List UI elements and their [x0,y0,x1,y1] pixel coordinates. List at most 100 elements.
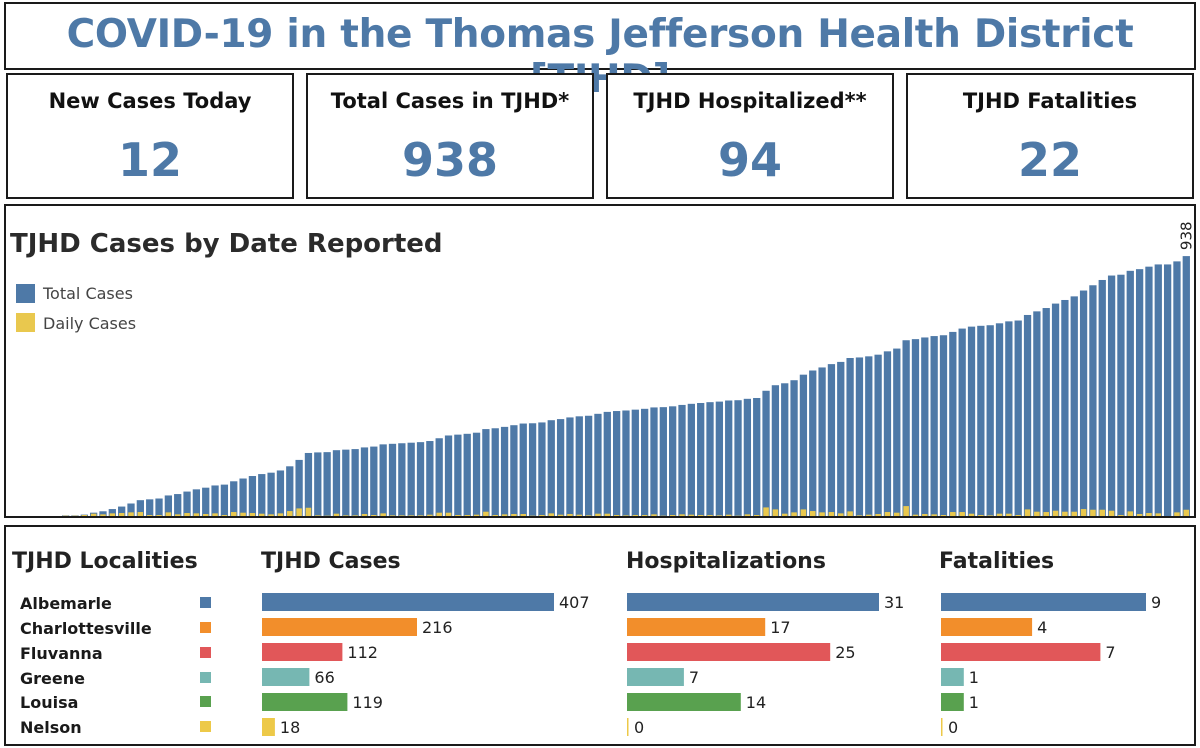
daily-cases-bar[interactable] [399,515,405,516]
daily-cases-bar[interactable] [1183,509,1190,516]
total-cases-bar[interactable] [1145,266,1153,516]
total-cases-bar[interactable] [1126,270,1134,516]
total-cases-bar[interactable] [435,438,443,516]
daily-cases-bar[interactable] [753,515,760,516]
total-cases-bar[interactable] [99,511,107,516]
daily-cases-bar[interactable] [492,515,498,516]
hospitalization-bar[interactable] [627,618,766,636]
total-cases-bar[interactable] [174,494,182,516]
total-cases-bar[interactable] [575,416,583,516]
daily-cases-bar[interactable] [912,514,919,516]
total-cases-bar[interactable] [1098,279,1106,516]
total-cases-bar[interactable] [556,419,565,516]
total-cases-bar[interactable] [155,498,163,516]
total-cases-bar[interactable] [482,429,490,516]
total-cases-bar[interactable] [706,402,714,516]
daily-cases-bar[interactable] [613,515,620,516]
daily-cases-bar[interactable] [987,515,993,516]
total-cases-bar[interactable] [986,325,994,516]
daily-cases-bar[interactable] [772,509,779,516]
daily-cases-bar[interactable] [371,515,377,516]
daily-cases-bar[interactable] [1118,515,1124,516]
daily-cases-bar[interactable] [100,514,106,516]
total-cases-bar[interactable] [781,383,789,516]
total-cases-bar[interactable] [1051,303,1060,516]
daily-cases-bar[interactable] [641,515,648,516]
daily-cases-bar[interactable] [922,514,928,516]
total-cases-bar[interactable] [136,500,144,516]
daily-cases-bar[interactable] [473,514,480,516]
daily-cases-bar[interactable] [137,512,144,516]
total-cases-bar[interactable] [669,406,677,516]
daily-cases-bar[interactable] [128,512,134,516]
daily-cases-bar[interactable] [697,515,704,516]
daily-cases-bar[interactable] [501,514,508,516]
daily-cases-bar[interactable] [1146,513,1152,516]
total-cases-bar[interactable] [351,449,359,516]
total-cases-bar[interactable] [818,367,826,516]
total-cases-bar[interactable] [790,380,798,516]
daily-cases-bar[interactable] [576,514,583,516]
daily-cases-bar[interactable] [725,514,732,516]
daily-cases-bar[interactable] [669,515,676,516]
total-cases-bar[interactable] [977,325,985,516]
daily-cases-bar[interactable] [716,515,723,516]
daily-cases-bar[interactable] [1006,513,1012,516]
total-cases-bar[interactable] [276,470,285,516]
total-cases-bar[interactable] [519,423,527,516]
daily-cases-bar[interactable] [1090,509,1096,516]
total-cases-bar[interactable] [622,410,630,516]
total-cases-bar[interactable] [846,358,854,516]
hospitalization-bar[interactable] [627,718,629,736]
daily-cases-bar[interactable] [557,514,564,516]
total-cases-bar[interactable] [1089,285,1097,516]
total-cases-bar[interactable] [1070,296,1078,516]
total-cases-bar[interactable] [370,446,378,516]
total-cases-bar[interactable] [1173,261,1181,516]
daily-cases-bar[interactable] [146,515,153,516]
daily-cases-bar[interactable] [156,515,162,516]
total-cases-bar[interactable] [911,339,920,516]
cases-bar[interactable] [262,643,343,661]
total-cases-bar[interactable] [566,417,574,516]
total-cases-bar[interactable] [874,354,882,516]
daily-cases-bar[interactable] [875,514,881,516]
total-cases-bar[interactable] [1117,274,1125,516]
total-cases-bar[interactable] [127,503,135,516]
fatality-bar[interactable] [941,593,1146,611]
daily-cases-bar[interactable] [174,514,181,516]
daily-cases-bar[interactable] [511,514,517,516]
total-cases-bar[interactable] [799,374,808,516]
total-cases-bar[interactable] [641,408,649,516]
daily-cases-bar[interactable] [118,513,125,516]
daily-cases-bar[interactable] [604,513,611,516]
total-cases-bar[interactable] [192,489,201,516]
total-cases-bar[interactable] [500,426,509,516]
daily-cases-bar[interactable] [427,514,433,516]
daily-cases-bar[interactable] [791,512,797,516]
daily-cases-bar[interactable] [296,508,302,516]
daily-cases-bar[interactable] [483,511,489,516]
daily-cases-bar[interactable] [81,515,88,516]
daily-cases-bar[interactable] [1015,515,1021,516]
daily-cases-bar[interactable] [1136,514,1143,516]
total-cases-bar[interactable] [650,407,658,516]
total-cases-bar[interactable] [743,398,752,516]
daily-cases-bar[interactable] [623,515,629,516]
total-cases-bar[interactable] [659,407,667,516]
daily-cases-bar[interactable] [408,515,414,516]
daily-cases-bar[interactable] [595,513,601,516]
daily-cases-bar[interactable] [455,515,461,516]
total-cases-bar[interactable] [958,328,966,516]
daily-cases-bar[interactable] [567,514,573,516]
total-cases-bar[interactable] [715,401,723,516]
total-cases-bar[interactable] [753,397,761,516]
total-cases-bar[interactable] [286,466,294,516]
daily-cases-bar[interactable] [688,514,695,516]
daily-cases-bar[interactable] [221,515,228,516]
fatality-bar[interactable] [941,693,964,711]
total-cases-bar[interactable] [258,474,266,516]
total-cases-bar[interactable] [108,509,116,516]
total-cases-bar[interactable] [491,428,499,516]
total-cases-bar[interactable] [1033,311,1041,516]
